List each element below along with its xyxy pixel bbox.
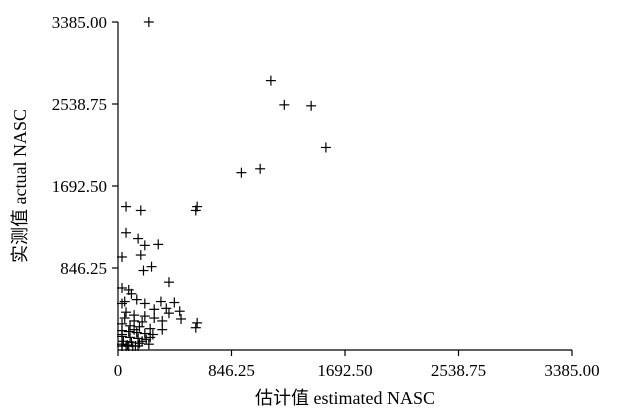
data-point <box>117 298 127 309</box>
y-tick-label: 2538.75 <box>52 95 107 114</box>
data-point <box>141 334 152 345</box>
data-point <box>123 341 134 351</box>
data-point <box>133 341 144 351</box>
y-tick-label: 1692.50 <box>52 177 107 196</box>
data-point <box>122 340 133 351</box>
data-point <box>176 313 187 324</box>
data-point <box>265 75 276 86</box>
data-point <box>117 329 127 340</box>
data-point <box>145 323 156 334</box>
data-point <box>161 303 172 314</box>
x-tick-label: 3385.00 <box>544 361 599 380</box>
data-point <box>236 167 247 178</box>
data-points <box>117 17 331 351</box>
data-point <box>163 308 174 319</box>
data-point <box>157 315 168 326</box>
data-point <box>145 332 156 343</box>
data-point <box>134 321 145 332</box>
data-point <box>137 316 148 327</box>
data-point <box>174 306 185 317</box>
data-point <box>139 328 150 339</box>
data-point <box>146 261 157 272</box>
data-point <box>190 322 201 333</box>
data-point <box>155 296 166 307</box>
data-point <box>121 307 132 318</box>
data-point <box>153 239 164 250</box>
data-point <box>163 277 174 288</box>
data-point <box>306 100 317 111</box>
data-point <box>121 227 132 238</box>
data-point <box>143 17 154 27</box>
data-point <box>126 288 137 299</box>
data-point <box>149 313 160 324</box>
data-point <box>139 240 150 251</box>
data-point <box>123 326 134 337</box>
data-point <box>131 294 142 305</box>
data-point <box>135 205 146 216</box>
x-tick-label: 846.25 <box>208 361 255 380</box>
x-axis-ticks: 0 846.25 1692.50 2538.75 3385.00 <box>114 350 600 380</box>
x-tick-label: 1692.50 <box>317 361 372 380</box>
data-point <box>169 297 180 308</box>
data-point <box>192 317 203 328</box>
data-point <box>190 205 201 216</box>
x-tick-label: 0 <box>114 361 123 380</box>
data-point <box>125 332 136 343</box>
data-point <box>139 311 150 322</box>
data-point <box>129 315 140 326</box>
y-axis-ticks: 846.25 1692.50 2538.75 3385.00 <box>52 13 118 278</box>
data-point <box>255 163 266 174</box>
x-tick-label: 2538.75 <box>431 361 486 380</box>
data-point <box>138 265 149 276</box>
data-point <box>135 250 146 261</box>
data-point <box>279 99 290 110</box>
data-point <box>157 324 168 335</box>
data-point <box>137 336 148 347</box>
data-point <box>117 282 128 293</box>
y-axis-title: 实测值 actual NASC <box>10 109 30 263</box>
y-tick-label: 3385.00 <box>52 13 107 32</box>
data-point <box>129 324 140 335</box>
data-point <box>133 233 144 244</box>
data-point <box>119 296 130 307</box>
data-point <box>117 251 127 262</box>
data-point <box>139 298 150 309</box>
data-point <box>121 201 132 212</box>
data-point <box>320 142 331 153</box>
y-tick-label: 846.25 <box>60 259 107 278</box>
axes <box>117 22 572 351</box>
x-axis-title: 估计值 estimated NASC <box>255 388 435 408</box>
data-point <box>149 304 160 315</box>
data-point <box>143 339 154 350</box>
data-point <box>119 313 130 324</box>
